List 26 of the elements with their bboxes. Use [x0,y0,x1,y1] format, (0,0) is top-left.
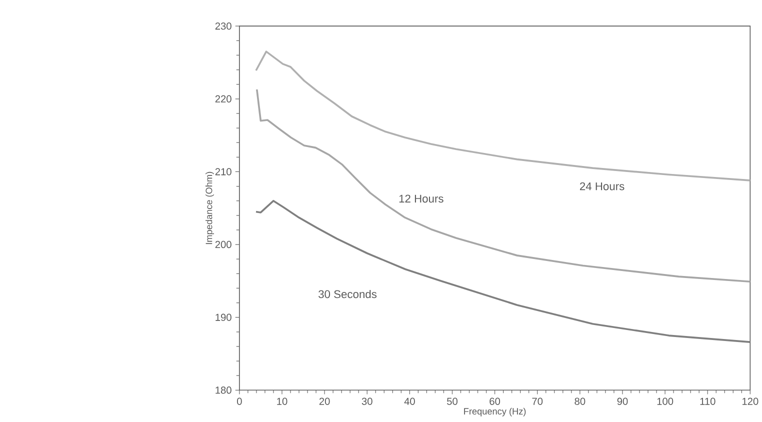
x-tick-label: 50 [447,398,458,406]
y-tick-label: 220 [215,95,232,103]
line-series [255,50,752,182]
x-tick-label: 0 [237,398,242,406]
x-tick-label: 60 [490,398,500,406]
y-tick-label: 210 [215,168,232,176]
y-axis-title: Impedance (Ohm) [205,172,214,244]
line-series [256,88,752,283]
x-tick-label: 120 [742,398,758,406]
y-tick-label: 190 [216,314,232,322]
x-tick-label: 40 [404,398,415,406]
x-axis-title: Frequency (Hz) [464,408,526,416]
x-tick-label: 20 [319,398,330,406]
x-tick-label: 30 [362,398,372,406]
x-tick-label: 110 [700,398,716,406]
x-tick-label: 70 [532,398,543,406]
y-tick-label: 230 [215,22,232,30]
series-label: 24 Hours [580,182,624,190]
y-tick-label: 200 [215,241,232,248]
series-label: 12 Hours [399,194,444,203]
x-tick-label: 100 [657,398,674,406]
x-tick-label: 90 [617,398,628,406]
x-tick-label: 10 [277,398,288,406]
y-tick-label: 180 [216,386,232,394]
text: 30 Seconds [318,290,377,298]
x-tick-label: 80 [574,398,586,406]
